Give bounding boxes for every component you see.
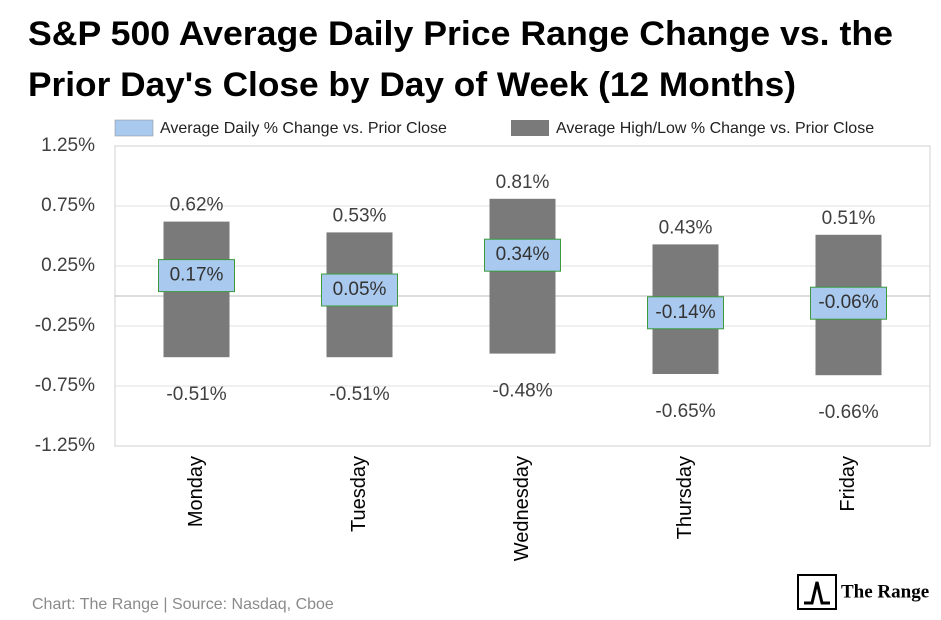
- daily-change-box: [158, 259, 235, 293]
- high-label: 0.43%: [659, 217, 713, 238]
- chart-title: S&P 500 Average Daily Price Range Change…: [28, 15, 893, 53]
- x-tick-label: Wednesday: [511, 456, 533, 561]
- x-tick-label: Tuesday: [348, 456, 370, 532]
- daily-change-box: [321, 273, 398, 307]
- daily-change-box: [484, 238, 561, 272]
- y-tick-label: 0.75%: [41, 195, 95, 216]
- low-label: -0.51%: [329, 384, 389, 405]
- x-tick-label: Monday: [185, 456, 207, 527]
- logo-icon: [797, 574, 837, 610]
- daily-change-label: -0.06%: [818, 292, 878, 313]
- logo: The Range: [797, 574, 929, 610]
- range-bar: [489, 198, 556, 354]
- daily-change-box: [647, 296, 724, 330]
- legend-swatch: [511, 120, 549, 136]
- daily-change-label: -0.14%: [655, 302, 715, 323]
- y-tick-label: -0.75%: [35, 375, 95, 396]
- legend-swatch: [114, 119, 154, 137]
- legend-label: Average Daily % Change vs. Prior Close: [160, 120, 447, 137]
- logo-icon: [804, 581, 830, 605]
- logo-text: The Range: [841, 581, 929, 602]
- low-label: -0.48%: [492, 381, 552, 402]
- low-label: -0.51%: [166, 384, 226, 405]
- x-tick-label: Friday: [837, 456, 859, 512]
- daily-change-box: [810, 286, 887, 320]
- high-label: 0.51%: [822, 208, 876, 229]
- low-label: -0.65%: [655, 401, 715, 422]
- source: Chart: The Range | Source: Nasdaq, Cboe: [32, 596, 334, 613]
- legend-label: Average High/Low % Change vs. Prior Clos…: [556, 120, 874, 137]
- low-label: -0.66%: [818, 402, 878, 423]
- y-tick-label: 1.25%: [41, 135, 95, 156]
- daily-change-label: 0.05%: [333, 279, 387, 300]
- high-label: 0.81%: [496, 172, 550, 193]
- daily-change-label: 0.17%: [170, 265, 224, 286]
- x-tick-label: Thursday: [674, 456, 696, 539]
- daily-change-label: 0.34%: [496, 244, 550, 265]
- high-label: 0.53%: [333, 205, 387, 226]
- chart-title: Prior Day's Close by Day of Week (12 Mon…: [28, 66, 796, 104]
- high-label: 0.62%: [170, 195, 224, 216]
- y-tick-label: -1.25%: [35, 435, 95, 456]
- y-tick-label: -0.25%: [35, 315, 95, 336]
- y-tick-label: 0.25%: [41, 255, 95, 276]
